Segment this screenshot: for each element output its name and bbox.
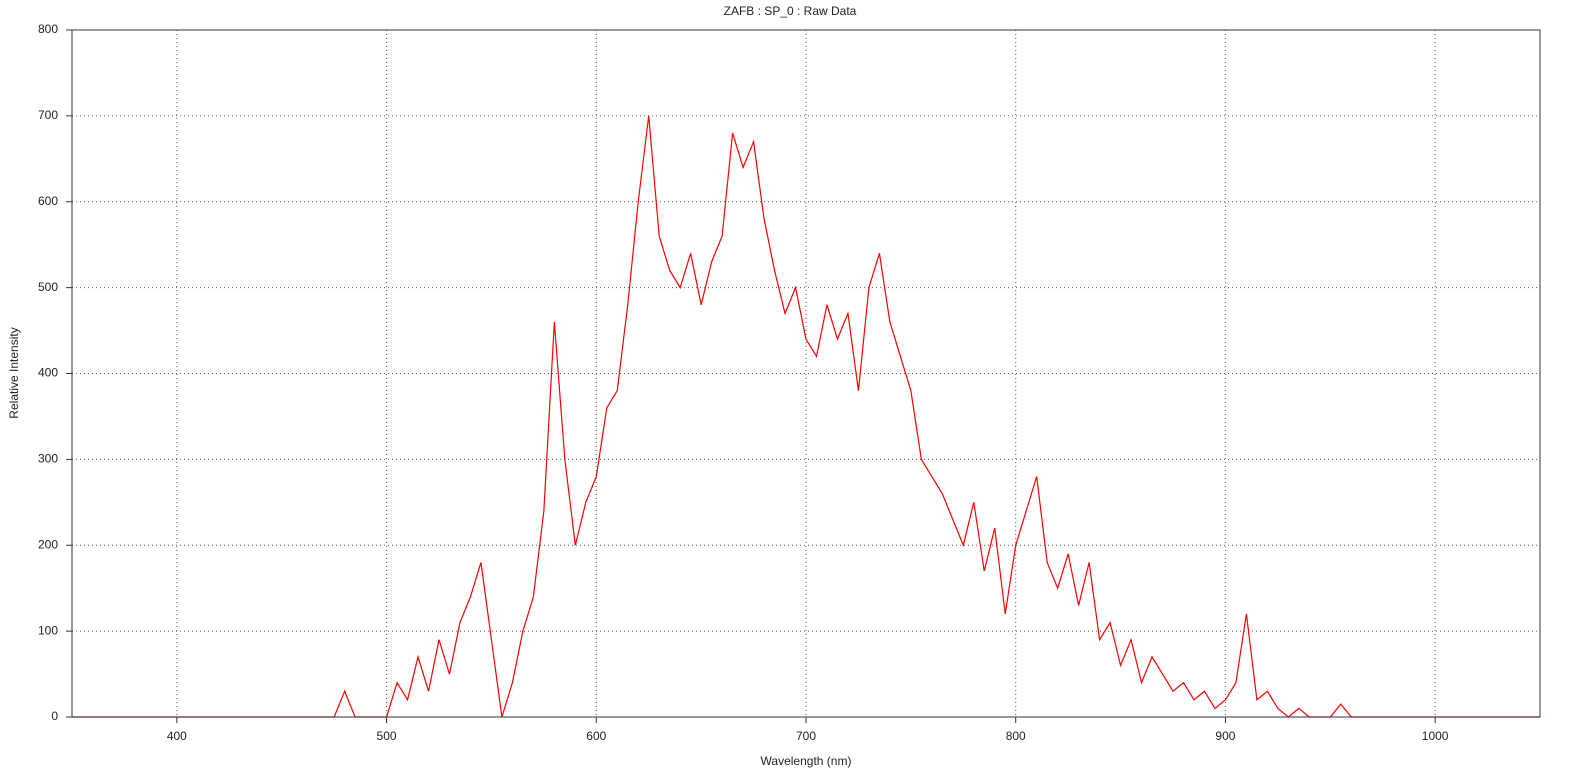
y-tick-label: 700: [38, 108, 58, 122]
y-tick-label: 600: [38, 194, 58, 208]
x-tick-label: 700: [796, 729, 816, 743]
y-tick-label: 500: [38, 280, 58, 294]
x-tick-label: 500: [377, 729, 397, 743]
y-tick-label: 800: [38, 22, 58, 36]
x-tick-label: 400: [167, 729, 187, 743]
y-tick-label: 300: [38, 452, 58, 466]
x-tick-label: 800: [1006, 729, 1026, 743]
x-tick-label: 1000: [1422, 729, 1449, 743]
x-tick-label: 900: [1215, 729, 1235, 743]
y-axis-label: Relative Intensity: [7, 327, 21, 418]
y-tick-label: 400: [38, 366, 58, 380]
y-tick-label: 0: [51, 709, 58, 723]
x-axis-label: Wavelength (nm): [761, 754, 852, 768]
y-tick-label: 200: [38, 537, 58, 551]
x-tick-label: 600: [586, 729, 606, 743]
plot-frame: [71, 29, 1541, 718]
chart-title: ZAFB : SP_0 : Raw Data: [724, 4, 857, 18]
y-tick-label: 100: [38, 623, 58, 637]
